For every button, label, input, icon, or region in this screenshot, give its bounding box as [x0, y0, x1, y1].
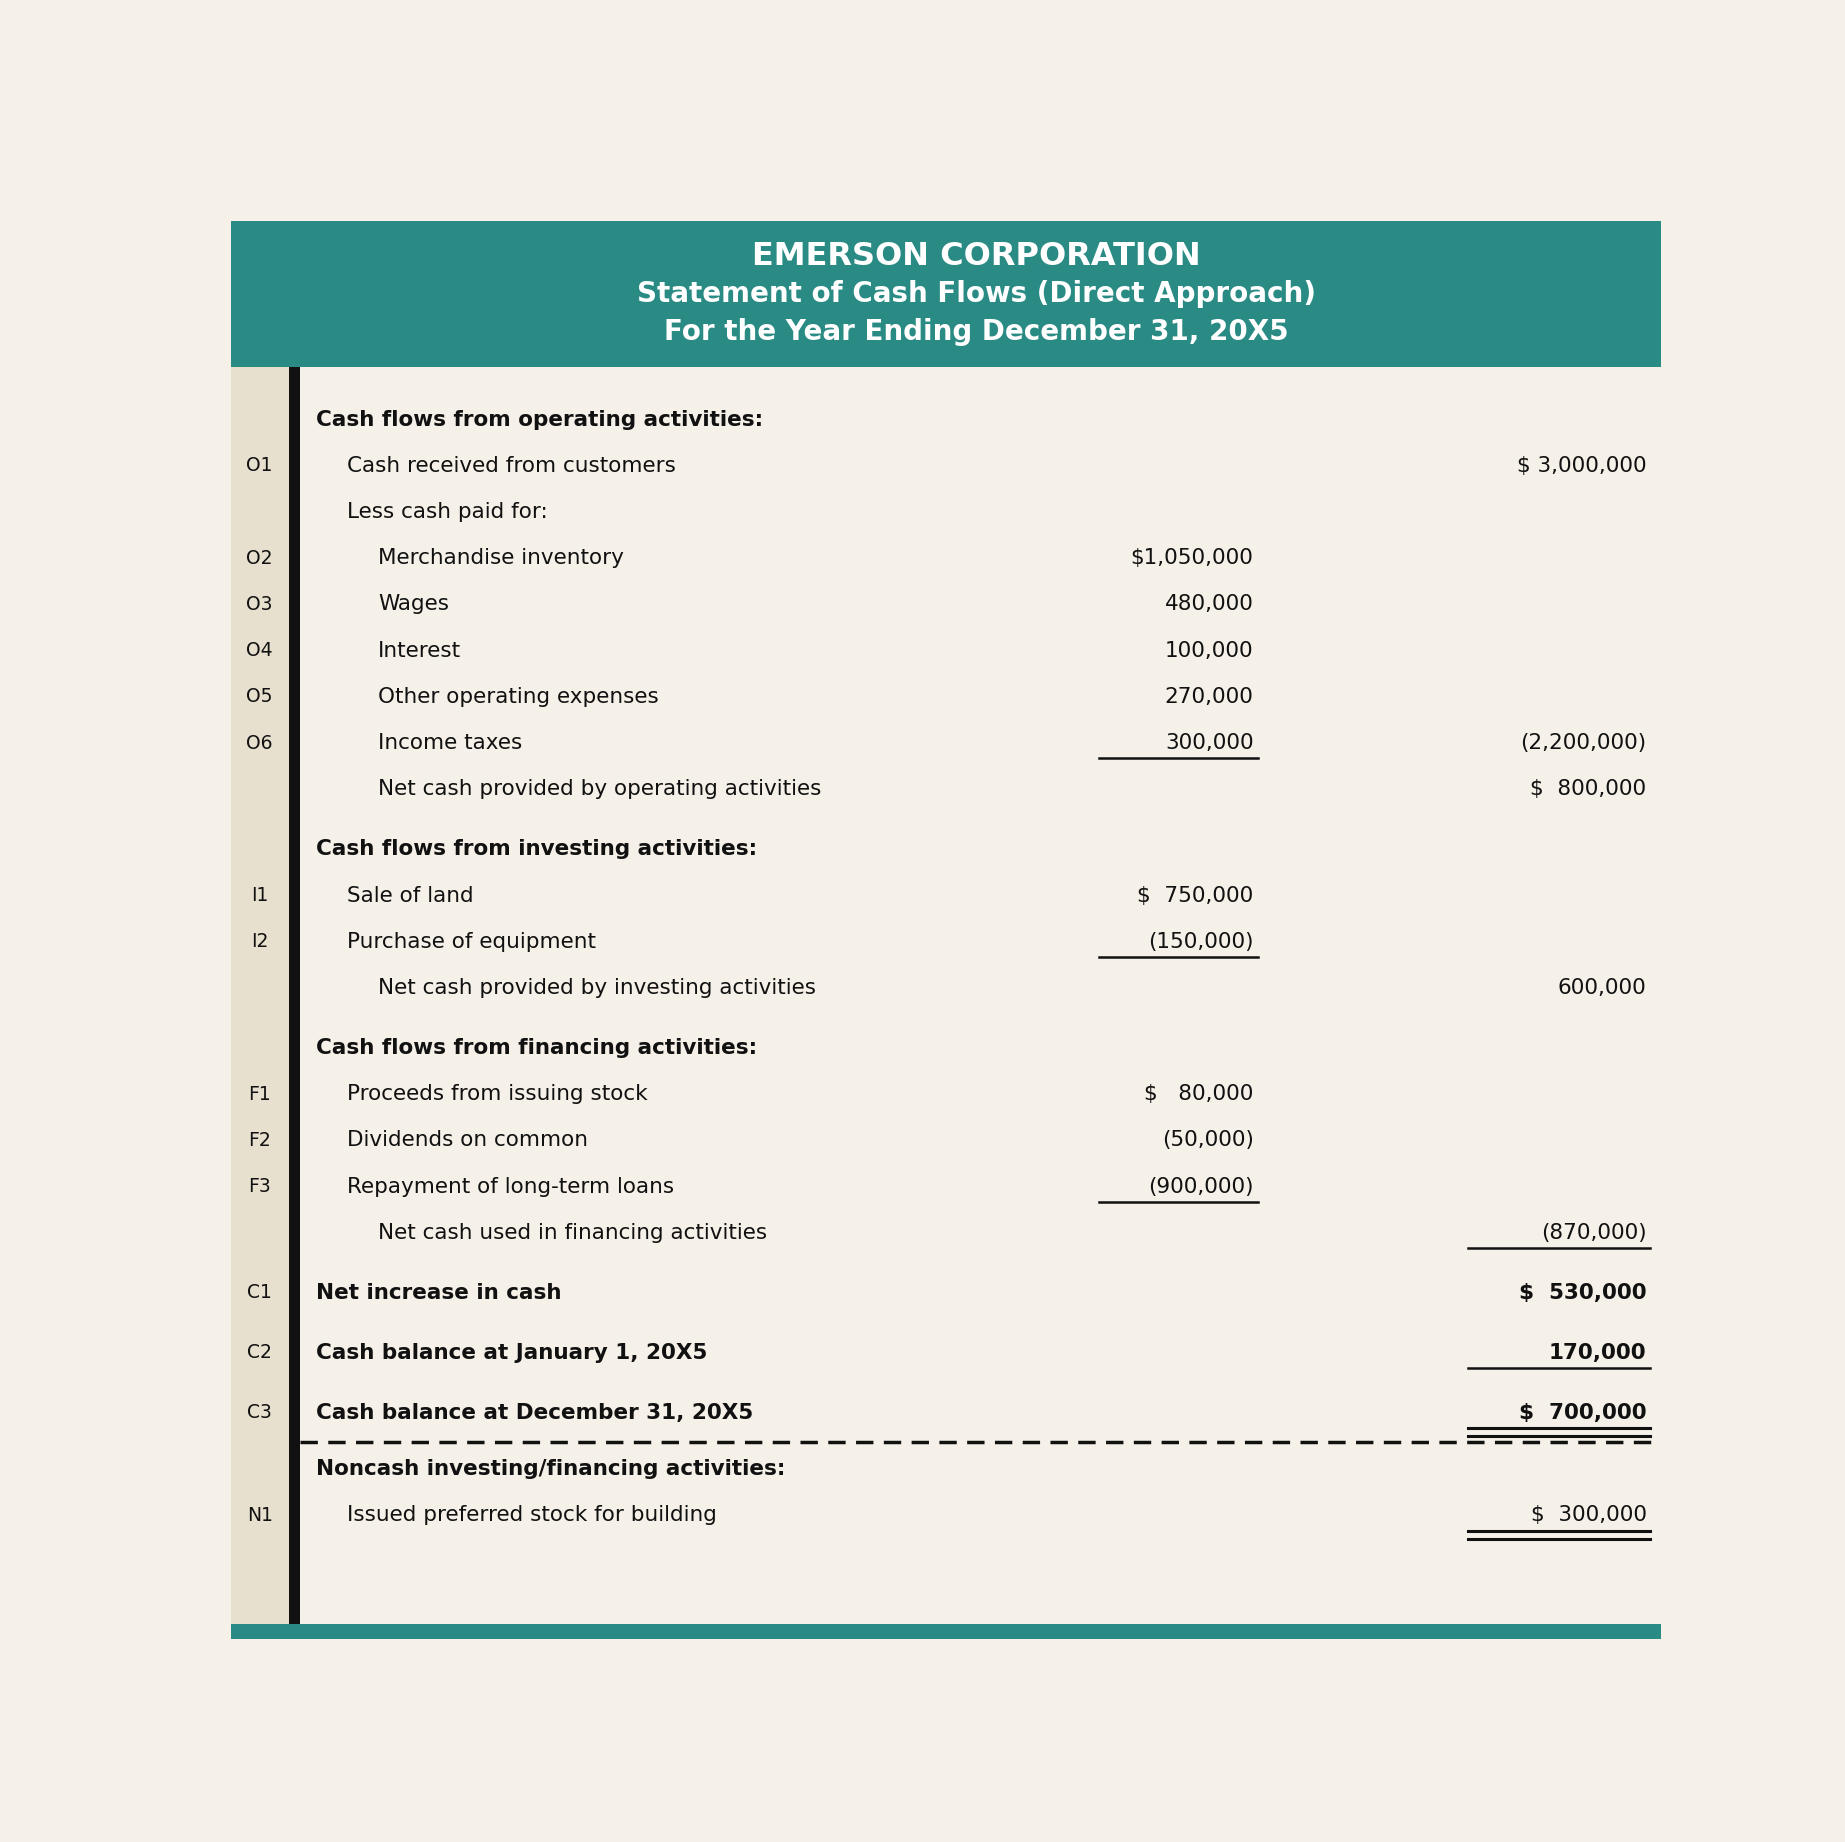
Text: $  300,000: $ 300,000: [1531, 1505, 1646, 1525]
Text: I1: I1: [251, 886, 268, 904]
Text: Less cash paid for:: Less cash paid for:: [347, 503, 548, 521]
Text: $ 3,000,000: $ 3,000,000: [1517, 457, 1646, 475]
Text: (2,200,000): (2,200,000): [1520, 733, 1646, 753]
Text: C1: C1: [247, 1284, 271, 1302]
Bar: [231, 221, 1660, 367]
Text: Wages: Wages: [378, 595, 448, 615]
Text: Noncash investing/financing activities:: Noncash investing/financing activities:: [315, 1459, 786, 1479]
Text: Net increase in cash: Net increase in cash: [315, 1282, 561, 1302]
Text: 480,000: 480,000: [1164, 595, 1253, 615]
Text: Interest: Interest: [378, 641, 461, 661]
Text: O5: O5: [247, 687, 273, 705]
Text: Cash received from customers: Cash received from customers: [347, 457, 675, 475]
Text: Other operating expenses: Other operating expenses: [378, 687, 659, 707]
Text: EMERSON CORPORATION: EMERSON CORPORATION: [753, 241, 1201, 271]
Text: I2: I2: [251, 932, 268, 950]
Text: (870,000): (870,000): [1541, 1223, 1646, 1243]
Text: Cash flows from operating activities:: Cash flows from operating activities:: [315, 409, 764, 429]
Text: Sale of land: Sale of land: [347, 886, 474, 906]
Text: F3: F3: [249, 1177, 271, 1195]
Bar: [231, 1625, 1660, 1639]
Text: (900,000): (900,000): [1148, 1177, 1253, 1197]
Text: Cash balance at January 1, 20X5: Cash balance at January 1, 20X5: [315, 1343, 707, 1363]
Text: N1: N1: [247, 1507, 273, 1525]
Text: 300,000: 300,000: [1164, 733, 1253, 753]
Bar: [231, 367, 1660, 1625]
Text: Income taxes: Income taxes: [378, 733, 522, 753]
Text: Repayment of long-term loans: Repayment of long-term loans: [347, 1177, 673, 1197]
Text: Statement of Cash Flows (Direct Approach): Statement of Cash Flows (Direct Approach…: [637, 280, 1315, 308]
Text: Cash balance at December 31, 20X5: Cash balance at December 31, 20X5: [315, 1404, 753, 1424]
Text: $  700,000: $ 700,000: [1518, 1404, 1646, 1424]
Text: Issued preferred stock for building: Issued preferred stock for building: [347, 1505, 716, 1525]
Text: (50,000): (50,000): [1162, 1131, 1253, 1151]
Text: 270,000: 270,000: [1164, 687, 1253, 707]
Text: Cash flows from financing activities:: Cash flows from financing activities:: [315, 1039, 756, 1057]
Text: Dividends on common: Dividends on common: [347, 1131, 589, 1151]
Bar: [231, 367, 290, 1625]
Text: 600,000: 600,000: [1557, 978, 1646, 998]
Text: $  750,000: $ 750,000: [1137, 886, 1253, 906]
Text: Proceeds from issuing stock: Proceeds from issuing stock: [347, 1085, 648, 1103]
Text: C3: C3: [247, 1404, 271, 1422]
Text: O2: O2: [247, 549, 273, 567]
Text: $   80,000: $ 80,000: [1144, 1085, 1253, 1103]
Text: Purchase of equipment: Purchase of equipment: [347, 932, 596, 952]
Text: $1,050,000: $1,050,000: [1131, 549, 1253, 569]
Text: Cash flows from investing activities:: Cash flows from investing activities:: [315, 840, 756, 860]
Text: 170,000: 170,000: [1550, 1343, 1646, 1363]
Text: O4: O4: [247, 641, 273, 659]
Text: O3: O3: [247, 595, 273, 613]
Text: C2: C2: [247, 1343, 271, 1363]
Text: Merchandise inventory: Merchandise inventory: [378, 549, 624, 569]
Text: Net cash used in financing activities: Net cash used in financing activities: [378, 1223, 768, 1243]
Text: Net cash provided by operating activities: Net cash provided by operating activitie…: [378, 779, 821, 799]
Text: For the Year Ending December 31, 20X5: For the Year Ending December 31, 20X5: [664, 319, 1290, 346]
Text: Net cash provided by investing activities: Net cash provided by investing activitie…: [378, 978, 815, 998]
Text: $  530,000: $ 530,000: [1518, 1282, 1646, 1302]
Text: F1: F1: [249, 1085, 271, 1103]
Text: F2: F2: [249, 1131, 271, 1149]
Text: O6: O6: [247, 733, 273, 753]
Bar: [290, 367, 301, 1625]
Text: (150,000): (150,000): [1148, 932, 1253, 952]
Text: O1: O1: [247, 457, 273, 475]
Text: $  800,000: $ 800,000: [1530, 779, 1646, 799]
Text: 100,000: 100,000: [1164, 641, 1253, 661]
